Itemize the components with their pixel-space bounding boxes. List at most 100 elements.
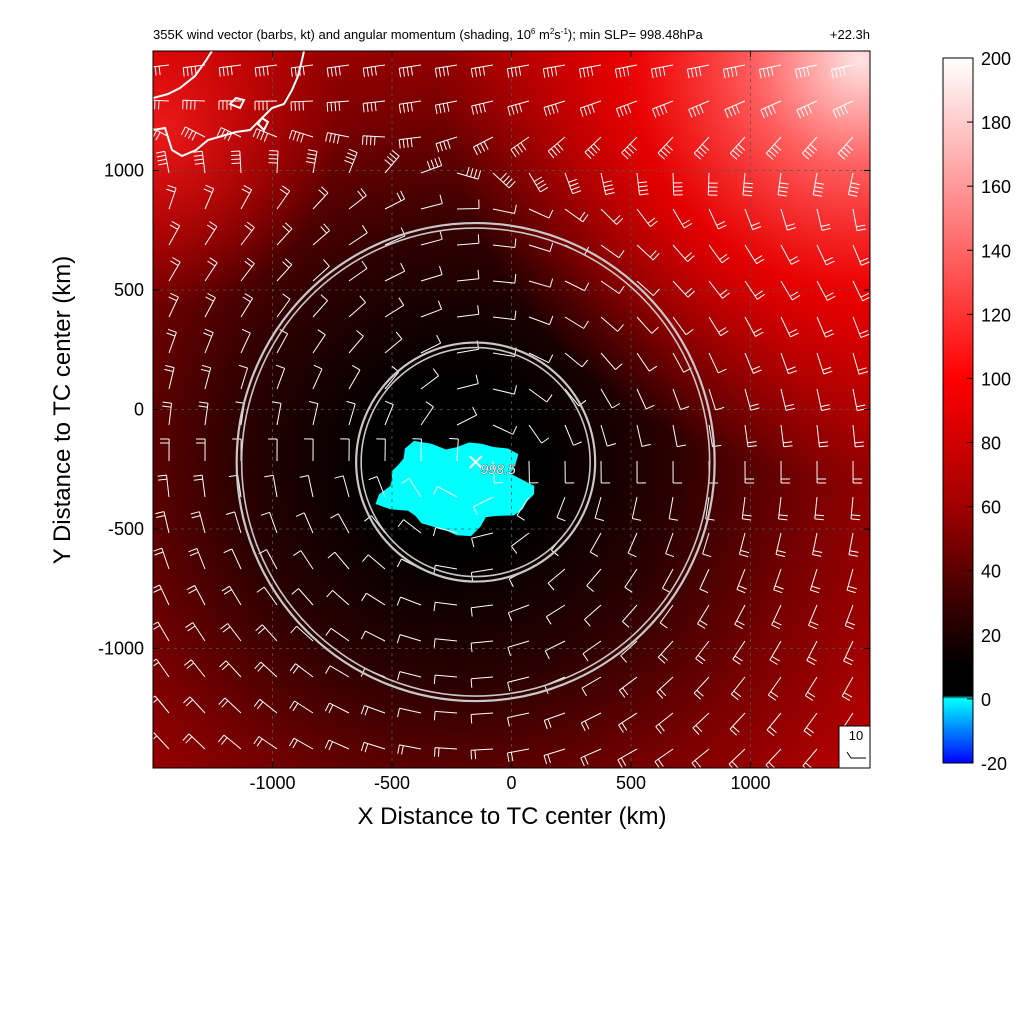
wind-barb xyxy=(780,352,798,375)
wind-barb xyxy=(695,640,710,665)
wind-barb xyxy=(344,148,358,174)
wind-barb xyxy=(545,604,566,625)
x-tick-label: 500 xyxy=(616,773,646,793)
wind-barb xyxy=(240,184,253,210)
wind-barb xyxy=(816,244,835,266)
wind-barb xyxy=(812,532,823,557)
colorbar-tick-label: 120 xyxy=(981,305,1011,325)
wind-barb xyxy=(686,64,710,79)
x-tick-label: -1000 xyxy=(249,773,295,793)
wind-barb xyxy=(780,424,793,448)
wind-barb xyxy=(290,625,314,642)
wind-barb xyxy=(420,300,443,318)
wind-barb xyxy=(636,244,660,261)
wind-barb xyxy=(420,194,443,210)
wind-barb xyxy=(268,438,278,462)
wind-barb xyxy=(384,150,400,174)
wind-barb xyxy=(528,278,554,288)
wind-barb xyxy=(624,568,638,593)
wind-barb xyxy=(182,99,206,110)
colorbar-tick-label: 200 xyxy=(981,49,1011,69)
y-tick-label: 1000 xyxy=(104,161,144,181)
wind-barb xyxy=(196,438,206,462)
wind-barb xyxy=(728,748,746,768)
wind-barb xyxy=(470,640,494,653)
wind-barb xyxy=(765,748,782,768)
wind-barb xyxy=(330,513,350,534)
wind-barb xyxy=(744,316,764,337)
colorbar-tick-label: 20 xyxy=(981,626,1001,646)
wind-barb xyxy=(847,172,860,197)
wind-barb xyxy=(360,741,386,753)
wind-barb xyxy=(691,748,710,768)
wind-barb xyxy=(492,238,517,248)
wind-barb xyxy=(619,676,638,698)
wind-barb xyxy=(528,208,554,219)
wind-barb xyxy=(621,136,638,160)
wind-barb xyxy=(260,511,278,534)
wind-barb xyxy=(816,316,835,338)
wind-barb xyxy=(368,476,386,498)
wind-barb xyxy=(662,568,674,594)
wind-barb xyxy=(600,244,625,259)
wind-barb xyxy=(470,712,494,724)
wind-barb xyxy=(276,185,291,210)
wind-barb xyxy=(564,460,575,484)
wind-barb xyxy=(744,460,755,484)
wind-barb xyxy=(652,100,674,118)
chart-title: 355K wind vector (barbs, kt) and angular… xyxy=(153,27,703,42)
wind-barb xyxy=(396,634,422,644)
wind-barb xyxy=(434,747,458,757)
wind-barb xyxy=(183,696,206,714)
wind-barb xyxy=(272,401,282,426)
wind-barb xyxy=(636,460,647,484)
wind-barb xyxy=(708,280,730,299)
wind-barb xyxy=(168,220,181,246)
radius-circle xyxy=(355,341,597,583)
radius-circle xyxy=(235,221,716,703)
wind-barb xyxy=(312,364,323,390)
wind-barb xyxy=(600,280,625,294)
wind-barb xyxy=(722,64,746,79)
wind-barb xyxy=(801,136,818,160)
wind-barb xyxy=(401,478,422,498)
wind-barb xyxy=(253,736,278,750)
wind-barb xyxy=(252,128,278,142)
wind-barb xyxy=(528,460,539,484)
wind-barb xyxy=(636,316,659,334)
wind-barb xyxy=(734,604,746,630)
wind-barb xyxy=(362,100,386,113)
wind-barb xyxy=(796,100,818,119)
wind-barb xyxy=(543,748,566,765)
colorbar-tick-label: 140 xyxy=(981,241,1011,261)
wind-barb xyxy=(615,100,638,118)
wind-barb xyxy=(702,532,712,558)
wind-barb xyxy=(435,136,458,153)
wind-barb xyxy=(456,305,480,318)
wind-barb xyxy=(852,460,863,484)
wind-barb xyxy=(528,352,554,364)
wind-barb xyxy=(361,592,386,606)
wind-barb xyxy=(472,136,494,156)
wind-barb xyxy=(183,659,206,678)
wind-barb xyxy=(852,424,865,448)
wind-barb xyxy=(398,64,422,78)
wind-barb xyxy=(268,150,279,174)
wind-barb xyxy=(218,100,242,110)
wind-barb xyxy=(760,100,782,119)
wind-barb xyxy=(850,496,861,521)
wind-barb xyxy=(766,712,782,737)
colorbar-tick-label: 100 xyxy=(981,369,1011,389)
y-tick-label: -1000 xyxy=(98,639,144,659)
wind-barb xyxy=(844,604,856,630)
colorbar-tick-label: -20 xyxy=(981,754,1007,774)
wind-barb xyxy=(507,676,530,692)
wind-barb xyxy=(831,64,854,79)
wind-barb xyxy=(324,739,350,751)
wind-barb xyxy=(185,622,206,642)
wind-barb xyxy=(218,697,242,714)
wind-barb xyxy=(589,532,602,558)
wind-barb xyxy=(758,64,782,79)
wind-barb xyxy=(398,136,422,149)
